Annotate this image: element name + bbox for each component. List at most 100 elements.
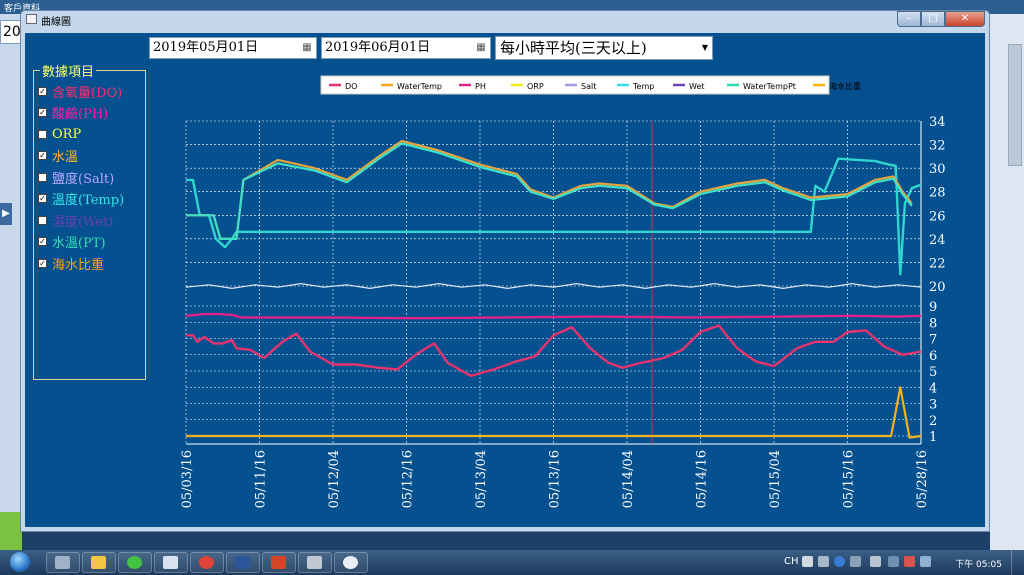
taskbar-app-button[interactable] bbox=[190, 552, 224, 573]
x-tick-label: 05/12/16 bbox=[401, 450, 416, 508]
series-line bbox=[186, 157, 922, 276]
data-item-label: ORP bbox=[52, 126, 82, 142]
clock[interactable]: 下午 05:05 bbox=[955, 560, 1002, 570]
taskbar-app-button[interactable] bbox=[82, 552, 116, 573]
taskbar-app-button[interactable] bbox=[262, 552, 296, 573]
checkbox[interactable]: ✓ bbox=[38, 151, 47, 160]
background-window-right bbox=[990, 14, 1024, 550]
y-tick-label: 2 bbox=[929, 414, 937, 429]
data-item-label: 水溫 bbox=[52, 150, 79, 165]
x-tick-label: 05/15/04 bbox=[768, 450, 783, 508]
y-tick-label: 1 bbox=[929, 430, 937, 445]
start-button[interactable] bbox=[6, 550, 36, 575]
data-item-label: 海水比重 bbox=[52, 257, 105, 273]
background-expand-arrow-icon[interactable]: ▶ bbox=[0, 203, 12, 225]
background-window bbox=[0, 14, 22, 550]
x-tick-label: 05/11/16 bbox=[254, 450, 269, 508]
keyboard-tray-icon[interactable] bbox=[802, 556, 813, 567]
data-item-checkbox[interactable]: 鹽度(Salt) bbox=[38, 167, 114, 187]
data-item-checkbox[interactable]: ORP bbox=[38, 124, 81, 144]
document-icon bbox=[307, 556, 322, 569]
y-tick-label: 22 bbox=[929, 256, 946, 271]
data-item-checkbox[interactable]: ✓ 水溫 bbox=[38, 146, 78, 166]
legend-entry-label: WaterTempPt bbox=[743, 82, 796, 91]
maximize-button[interactable]: □ bbox=[921, 11, 945, 27]
language-indicator[interactable]: CH bbox=[784, 556, 799, 567]
checkbox[interactable] bbox=[38, 215, 47, 225]
series-line bbox=[185, 283, 922, 289]
checkbox[interactable]: ✓ bbox=[38, 258, 47, 268]
end-date-value: 2019年06月01日 bbox=[325, 40, 431, 55]
keyboard-icon bbox=[55, 556, 70, 569]
legend-entry-label: Wet bbox=[689, 82, 705, 91]
data-item-label: 含氧量(DO) bbox=[52, 85, 123, 101]
line-app-icon bbox=[127, 556, 142, 569]
signal-icon[interactable] bbox=[920, 556, 931, 567]
action-center-icon[interactable] bbox=[904, 556, 915, 567]
series-line bbox=[186, 139, 913, 240]
legend-entry-label: ORP bbox=[527, 82, 544, 91]
interval-select[interactable]: 每小時平均(三天以上) ▼ bbox=[495, 36, 713, 60]
data-item-checkbox[interactable]: ✓ 酸鹼(PH) bbox=[38, 103, 108, 123]
series-line bbox=[186, 324, 922, 378]
data-item-checkbox[interactable]: 濕度(Wet) bbox=[38, 210, 113, 230]
y-tick-label: 28 bbox=[929, 186, 946, 201]
x-tick-label: 05/13/16 bbox=[548, 450, 563, 508]
legend-entry-label: Salt bbox=[581, 82, 596, 91]
taskbar-app-button[interactable] bbox=[334, 552, 368, 573]
legend-entry-label: Temp bbox=[632, 82, 654, 91]
legend-entry-label: DO bbox=[345, 82, 357, 91]
y-tick-label: 7 bbox=[929, 333, 937, 348]
chevron-down-icon: ▼ bbox=[701, 43, 708, 52]
data-item-checkbox[interactable]: ✓ 溫度(Temp) bbox=[38, 189, 124, 209]
taskbar: CH 下午 05:05 bbox=[0, 550, 1024, 575]
y-tick-label: 5 bbox=[929, 365, 937, 380]
help-icon[interactable] bbox=[834, 556, 845, 567]
calendar-dropdown-icon[interactable]: ▦ bbox=[476, 42, 486, 53]
show-hidden-icons-icon[interactable] bbox=[870, 556, 881, 567]
calendar-dropdown-icon[interactable]: ▦ bbox=[302, 42, 312, 53]
window-titlebar[interactable]: 曲線圖 – □ ✕ bbox=[21, 11, 989, 29]
start-date-value: 2019年05月01日 bbox=[153, 40, 259, 55]
minimize-button[interactable]: – bbox=[897, 11, 921, 27]
checkbox[interactable]: ✓ bbox=[38, 194, 47, 203]
window-client-area: 2019年05月01日 ▦ 2019年06月01日 ▦ 每小時平均(三天以上) … bbox=[25, 33, 985, 527]
taskbar-app-button[interactable] bbox=[46, 552, 80, 573]
background-window-title: 客戶資料 bbox=[4, 4, 41, 14]
taskbar-app-button[interactable] bbox=[226, 552, 260, 573]
checkbox[interactable]: ✓ bbox=[38, 237, 47, 246]
x-tick-label: 05/03/16 bbox=[180, 450, 195, 508]
taskbar-app-button[interactable] bbox=[154, 552, 188, 573]
background-text-field[interactable]: 20 bbox=[0, 20, 22, 44]
data-item-checkbox[interactable]: ✓ 含氧量(DO) bbox=[38, 81, 122, 101]
end-date-picker[interactable]: 2019年06月01日 ▦ bbox=[321, 37, 491, 59]
checkbox[interactable]: ✓ bbox=[38, 108, 47, 117]
interval-value: 每小時平均(三天以上) bbox=[500, 39, 647, 57]
data-item-label: 水溫(PT) bbox=[52, 236, 106, 251]
data-item-checkbox[interactable]: ✓ 水溫(PT) bbox=[38, 232, 106, 252]
settings-tray-icon[interactable] bbox=[818, 556, 829, 567]
x-tick-label: 05/28/16 bbox=[915, 450, 930, 508]
show-desktop-button[interactable] bbox=[1011, 550, 1024, 575]
close-button[interactable]: ✕ bbox=[945, 11, 985, 27]
background-scrollbar[interactable] bbox=[1008, 44, 1022, 166]
chart-window: 曲線圖 – □ ✕ 2019年05月01日 ▦ 2019年06月01日 ▦ 每小… bbox=[20, 10, 990, 532]
windows-logo-icon bbox=[10, 552, 30, 572]
input-tray-icon[interactable] bbox=[850, 556, 861, 567]
y-tick-label: 6 bbox=[929, 349, 937, 364]
x-tick-label: 05/12/04 bbox=[327, 450, 342, 508]
system-tray: CH 下午 05:05 bbox=[784, 550, 1024, 575]
data-items-group: 數據項目 ✓ 含氧量(DO) ✓ 酸鹼(PH) ORP ✓ 水溫 鹽度(Salt) ✓ 溫度(Te… bbox=[33, 61, 146, 380]
taskbar-app-button[interactable] bbox=[118, 552, 152, 573]
taskbar-app-button[interactable] bbox=[298, 552, 332, 573]
start-date-picker[interactable]: 2019年05月01日 ▦ bbox=[149, 37, 317, 59]
checkbox[interactable] bbox=[38, 129, 47, 139]
network-tray-icon[interactable] bbox=[888, 556, 899, 567]
series-line bbox=[186, 386, 922, 439]
checkbox[interactable] bbox=[38, 172, 47, 182]
data-item-checkbox[interactable]: ✓ 海水比重 bbox=[38, 253, 104, 273]
y-tick-label: 32 bbox=[929, 139, 946, 154]
y-tick-label: 4 bbox=[929, 381, 937, 396]
checkbox[interactable]: ✓ bbox=[38, 86, 47, 96]
series-line bbox=[185, 312, 922, 320]
